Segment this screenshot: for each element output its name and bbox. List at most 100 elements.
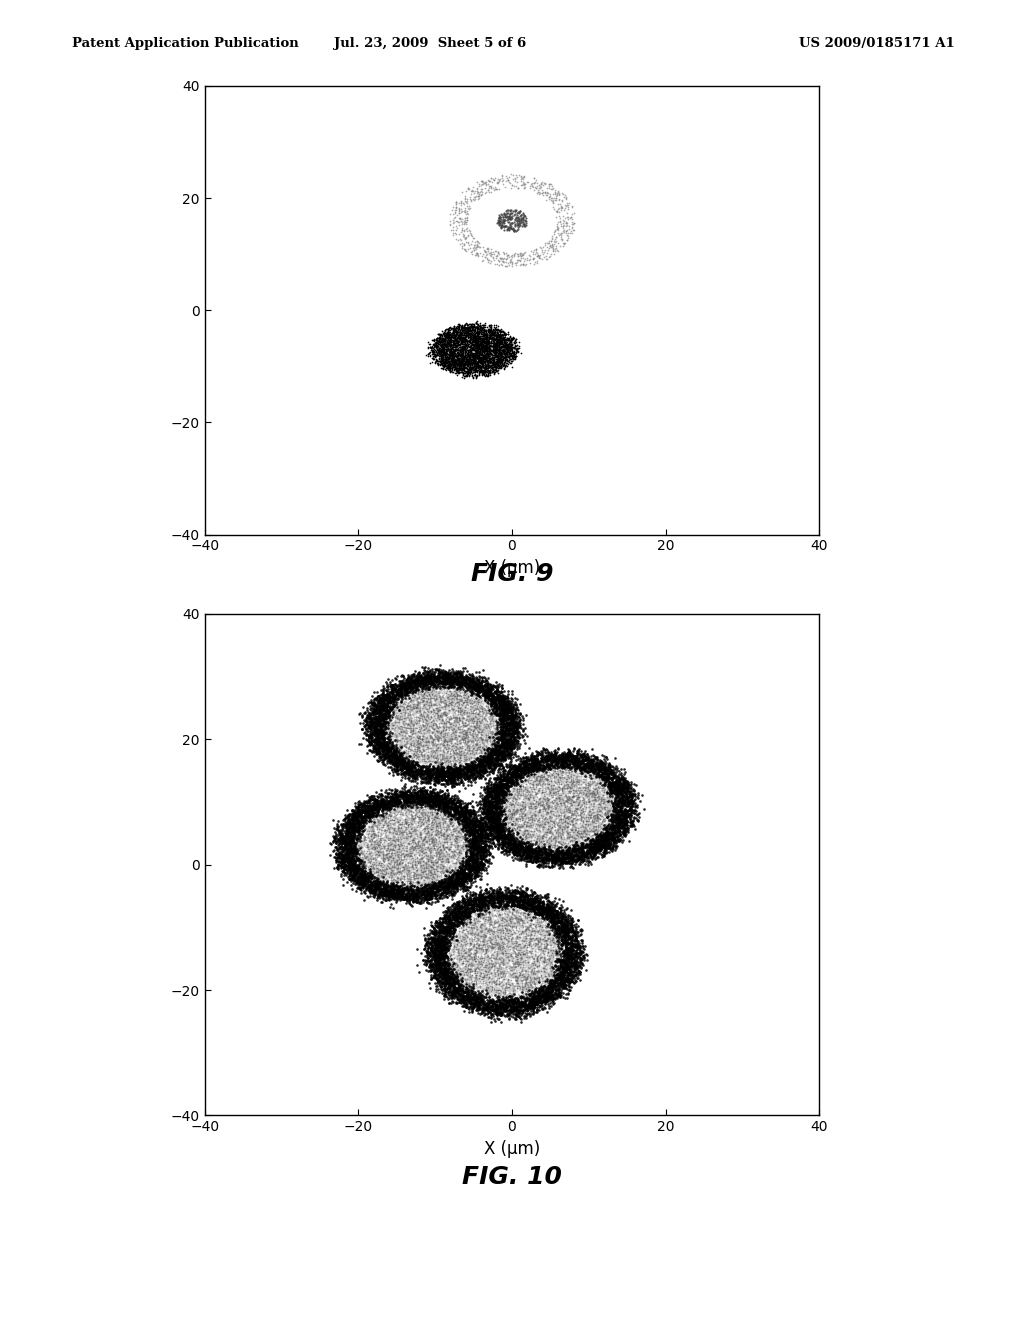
Point — [420, 731, 436, 752]
Point — [437, 673, 454, 694]
Point — [506, 775, 522, 796]
Point — [474, 915, 490, 936]
Point — [458, 845, 474, 866]
Point — [579, 781, 595, 803]
Point — [468, 680, 484, 701]
Point — [430, 816, 446, 837]
Point — [439, 733, 456, 754]
Point — [475, 323, 492, 345]
Point — [457, 937, 473, 958]
Point — [492, 345, 508, 366]
Point — [393, 859, 410, 880]
Point — [616, 800, 633, 821]
Point — [474, 890, 490, 911]
Point — [446, 927, 463, 948]
Point — [499, 723, 515, 744]
Point — [436, 681, 453, 702]
Point — [479, 350, 496, 371]
Point — [514, 718, 530, 739]
Point — [570, 748, 587, 770]
Point — [393, 756, 410, 777]
Point — [518, 820, 535, 841]
Point — [421, 669, 437, 690]
Point — [521, 762, 538, 783]
Point — [457, 816, 473, 837]
Point — [396, 843, 413, 865]
Point — [449, 830, 465, 851]
Point — [464, 362, 480, 383]
Point — [483, 788, 500, 809]
Point — [579, 776, 595, 797]
Point — [439, 791, 456, 812]
Point — [374, 684, 390, 705]
Point — [590, 785, 606, 807]
Point — [455, 359, 471, 380]
Point — [409, 891, 425, 912]
Point — [454, 333, 470, 354]
Point — [543, 945, 559, 966]
Point — [492, 211, 508, 232]
Point — [402, 878, 419, 899]
Point — [440, 762, 457, 783]
Point — [468, 838, 484, 859]
Point — [422, 719, 438, 741]
Point — [380, 814, 396, 836]
Point — [330, 858, 346, 879]
Point — [464, 842, 480, 863]
Point — [563, 939, 580, 960]
Point — [401, 867, 418, 888]
Point — [567, 936, 584, 957]
Point — [478, 339, 495, 360]
Point — [449, 746, 465, 767]
Point — [511, 838, 527, 859]
Point — [488, 718, 505, 739]
Point — [439, 940, 456, 961]
Point — [494, 688, 510, 709]
Point — [436, 338, 453, 359]
Point — [469, 961, 485, 982]
Point — [399, 669, 416, 690]
Point — [539, 770, 555, 791]
Point — [479, 891, 496, 912]
Point — [434, 341, 451, 362]
Point — [492, 339, 508, 360]
Point — [437, 936, 454, 957]
Point — [490, 940, 507, 961]
Point — [389, 748, 406, 770]
Point — [402, 894, 419, 915]
Point — [439, 341, 456, 362]
Point — [415, 725, 431, 746]
Point — [442, 335, 459, 356]
Point — [605, 804, 622, 825]
Point — [603, 775, 620, 796]
Point — [406, 884, 422, 906]
Point — [523, 779, 540, 800]
Point — [552, 986, 568, 1007]
Point — [480, 939, 497, 960]
Point — [455, 906, 471, 927]
Point — [438, 817, 455, 838]
Point — [420, 783, 436, 804]
Point — [596, 824, 612, 845]
Point — [476, 697, 493, 718]
Point — [485, 921, 502, 942]
Point — [414, 698, 430, 719]
Point — [453, 853, 469, 874]
Point — [348, 873, 365, 894]
Point — [484, 882, 501, 903]
Point — [477, 814, 494, 836]
Point — [412, 792, 428, 813]
Point — [525, 904, 542, 925]
Point — [452, 764, 468, 785]
Point — [447, 818, 464, 840]
Point — [505, 697, 521, 718]
Point — [416, 953, 432, 974]
Point — [428, 346, 444, 367]
Point — [594, 812, 610, 833]
Point — [381, 686, 397, 708]
Point — [452, 818, 468, 840]
Point — [461, 350, 477, 371]
Point — [395, 677, 412, 698]
Point — [333, 836, 349, 857]
Point — [436, 702, 453, 723]
